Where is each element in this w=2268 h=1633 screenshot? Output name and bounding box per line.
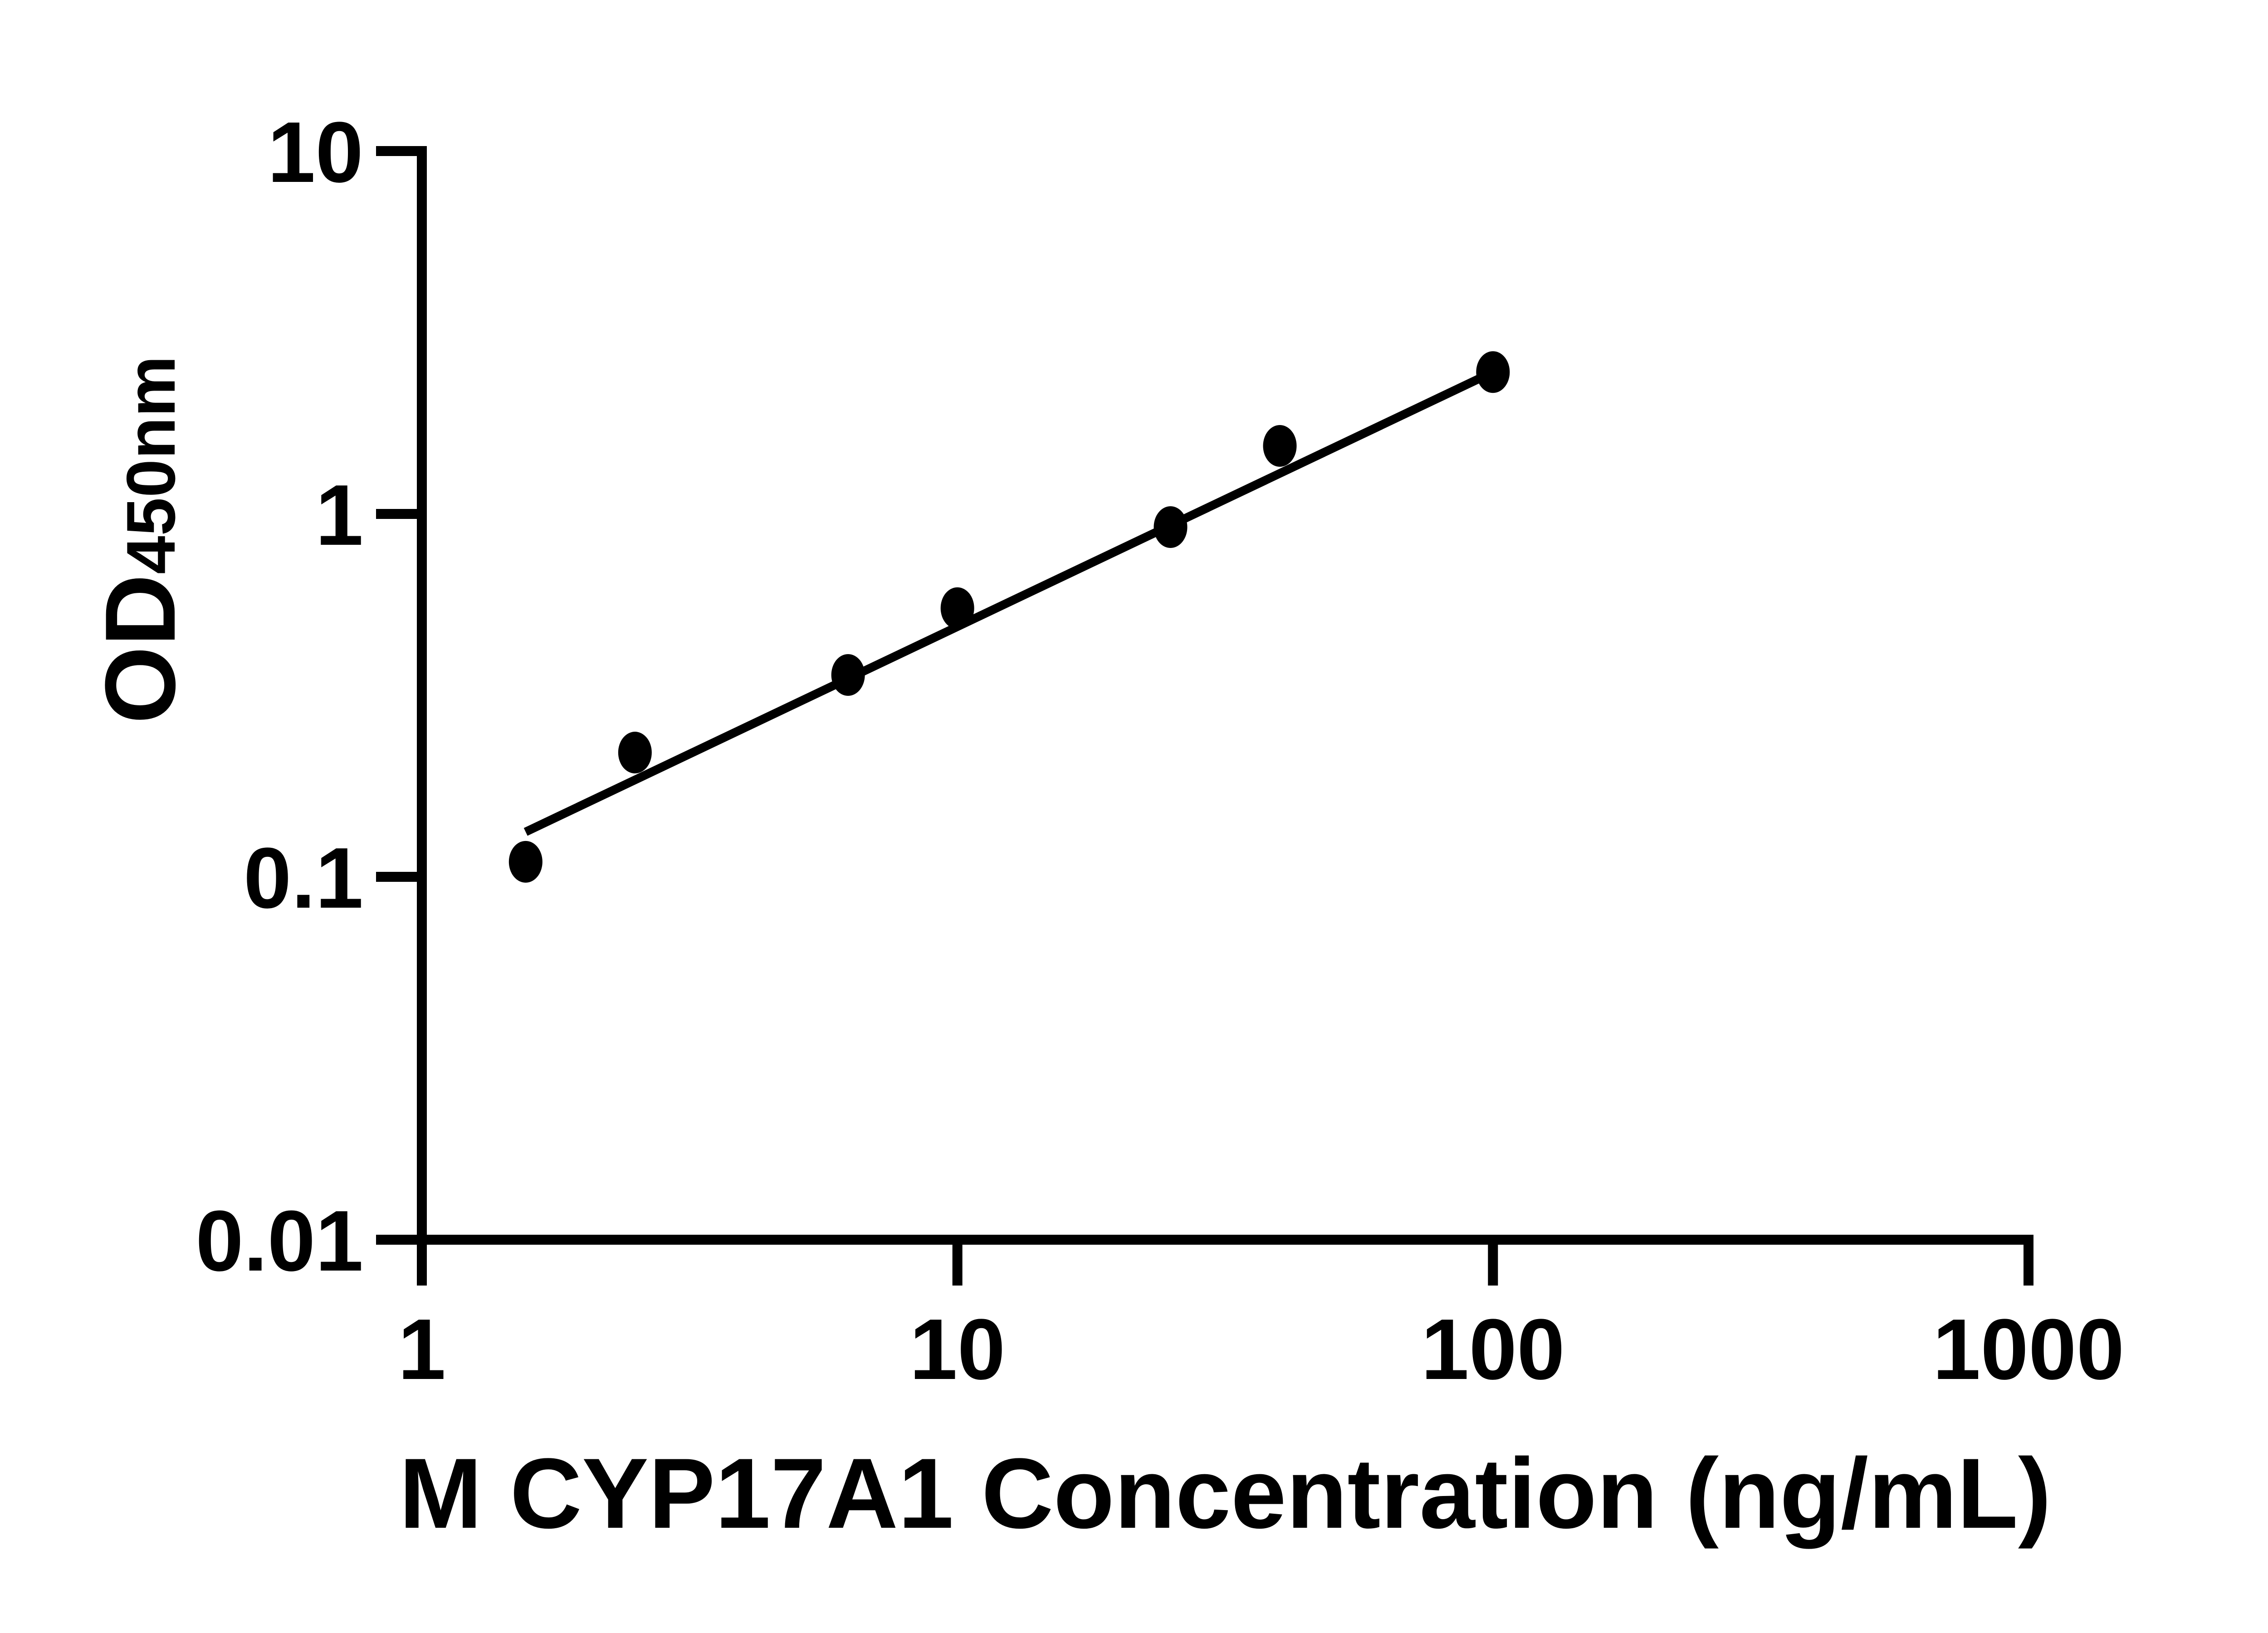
data-point	[618, 732, 652, 774]
data-point	[1476, 351, 1510, 393]
data-point	[831, 654, 865, 696]
y-axis-title-subscript: 450nm	[112, 356, 190, 574]
x-tick-label: 100	[1421, 1301, 1565, 1398]
x-axis-title: M CYP17A1 Concentration (ng/mL)	[399, 1437, 2051, 1549]
y-tick-label: 0.01	[196, 1193, 363, 1289]
y-axis-title: OD450nm	[84, 356, 196, 724]
trend-line	[523, 368, 1495, 836]
x-tick-label: 1	[398, 1301, 446, 1398]
y-tick-label: 10	[268, 104, 363, 200]
x-tick-label: 1000	[1933, 1301, 2125, 1398]
data-point	[940, 587, 974, 629]
data-point	[1263, 425, 1297, 467]
y-axis-title-main: OD	[84, 574, 196, 724]
y-tick-label: 1	[315, 467, 363, 563]
data-point	[508, 841, 543, 883]
y-tick-label: 0.1	[244, 830, 363, 926]
data-point	[1154, 506, 1188, 548]
x-tick-label: 10	[909, 1301, 1005, 1398]
plot-area: 10 1 0.1 0.01 1 10 100 1000	[196, 104, 2124, 1398]
